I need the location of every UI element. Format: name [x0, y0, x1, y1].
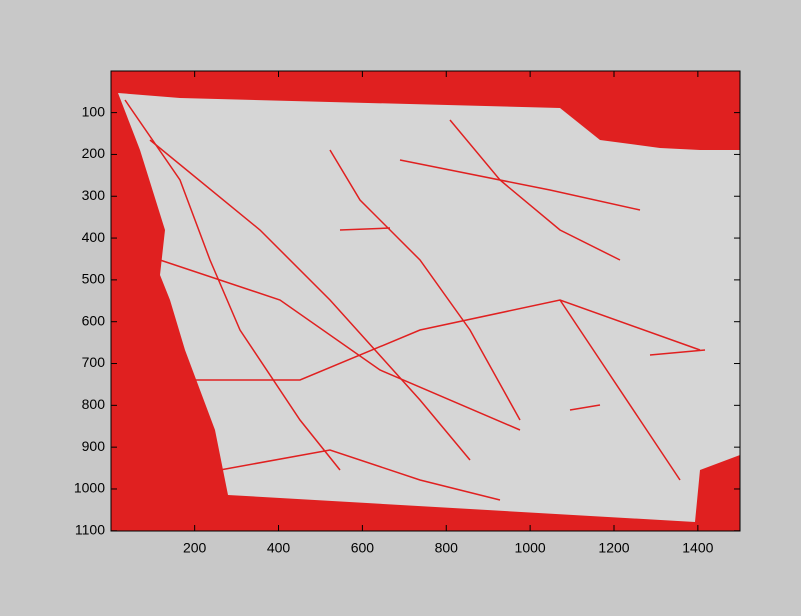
y-tick-label: 1100	[75, 521, 105, 537]
y-tick-label: 200	[82, 145, 106, 161]
y-tick-label: 400	[82, 229, 106, 245]
x-tick-label: 200	[183, 540, 207, 556]
x-tick-label: 400	[267, 540, 291, 556]
y-tick-label: 500	[82, 271, 106, 287]
y-tick-label: 700	[82, 354, 106, 370]
x-tick-label: 1200	[598, 540, 629, 556]
y-tick-label: 800	[82, 396, 106, 412]
y-tick-label: 900	[82, 438, 106, 454]
y-tick-label: 100	[82, 103, 106, 119]
y-tick-label: 1000	[74, 480, 105, 496]
y-tick-label: 600	[82, 312, 106, 328]
figure: 200 400 600 800 1000 1200 1400 100 200 300 400 500 6…	[0, 0, 801, 611]
x-tick-label: 600	[351, 540, 375, 556]
x-tick-label: 800	[435, 540, 459, 556]
page: {"chart_data": {"type": "image", "color"…	[0, 0, 801, 611]
x-tick-label: 1400	[682, 540, 713, 556]
y-tick-label: 300	[82, 187, 106, 203]
x-tick-label: 1000	[515, 540, 546, 556]
